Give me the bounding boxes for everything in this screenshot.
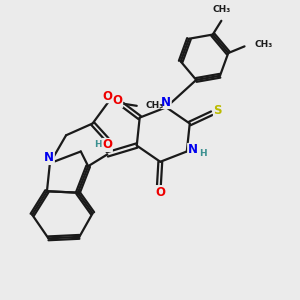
Text: O: O xyxy=(112,94,123,107)
Text: CH₃: CH₃ xyxy=(255,40,273,50)
Text: H: H xyxy=(94,140,101,149)
Text: H: H xyxy=(199,149,207,158)
Text: N: N xyxy=(188,143,198,157)
Text: O: O xyxy=(102,139,112,152)
Text: S: S xyxy=(214,104,222,117)
Text: N: N xyxy=(161,95,171,109)
Text: O: O xyxy=(102,90,112,103)
Text: CH₃: CH₃ xyxy=(212,5,230,14)
Text: O: O xyxy=(155,186,165,199)
Text: N: N xyxy=(44,152,54,164)
Text: CH₃: CH₃ xyxy=(146,101,164,110)
